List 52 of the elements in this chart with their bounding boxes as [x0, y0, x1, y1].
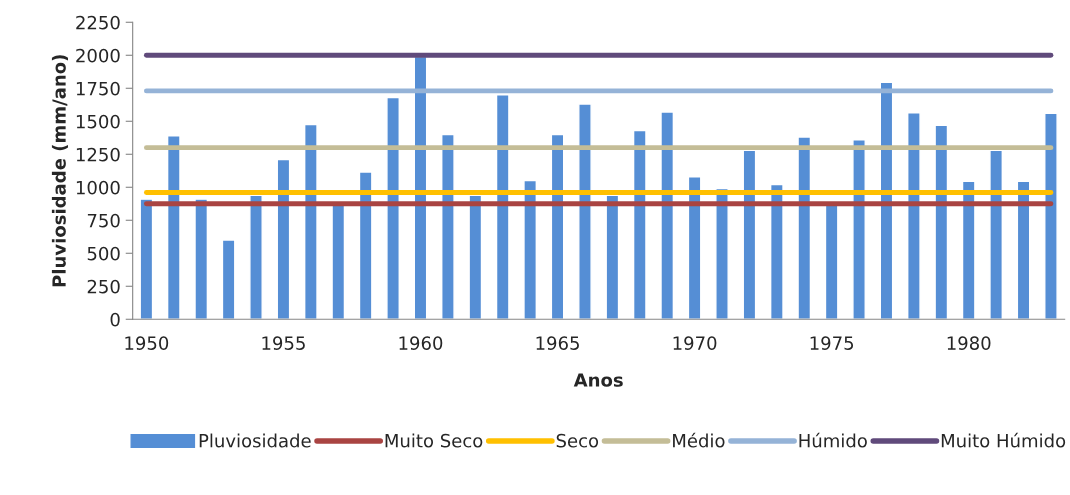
bar	[961, 180, 976, 320]
bar	[852, 139, 866, 320]
y-axis-title: Pluviosidade (mm/ano)	[51, 55, 68, 287]
y-tick-label: 1000	[76, 180, 120, 195]
y-tick-label: 750	[87, 213, 120, 228]
bar	[386, 96, 400, 320]
bar	[824, 203, 839, 320]
x-tick-label: 1965	[536, 336, 579, 350]
y-tick-label: 2250	[76, 15, 120, 30]
bar	[632, 129, 647, 320]
y-tick-label: 1500	[76, 114, 120, 129]
legend-label: Seco	[556, 433, 599, 448]
x-tick-label: 1970	[673, 336, 717, 350]
bar	[194, 198, 209, 320]
bar	[907, 112, 921, 320]
y-tick-label: 2000	[76, 48, 120, 63]
bar	[468, 194, 483, 320]
y-tick-label: 1250	[76, 147, 120, 162]
x-tick-label: 1950	[125, 336, 169, 350]
legend-label: Muito Húmido	[941, 432, 1066, 448]
bar	[605, 194, 620, 320]
bar	[139, 198, 154, 320]
legend-label: Pluviosidade	[199, 433, 311, 448]
bar	[797, 136, 812, 320]
legend-label: Húmido	[799, 432, 867, 448]
bar	[249, 194, 263, 320]
x-tick-label: 1975	[810, 336, 854, 350]
bar	[166, 135, 181, 320]
bar	[1044, 112, 1058, 320]
bar	[303, 123, 318, 320]
bar	[495, 94, 510, 320]
bar	[769, 183, 784, 320]
bar	[578, 103, 592, 320]
bar	[715, 187, 729, 320]
legend-label: Médio	[673, 432, 725, 448]
bar	[989, 149, 1003, 320]
x-tick-label: 1980	[947, 336, 991, 350]
bar	[523, 179, 538, 320]
y-tick-label: 0	[110, 312, 120, 327]
x-axis-title: Anos	[573, 373, 623, 387]
bar	[441, 133, 455, 320]
y-tick-label: 250	[87, 279, 120, 294]
x-tick-label: 1955	[262, 336, 305, 350]
bar	[331, 203, 346, 320]
bar	[358, 171, 373, 320]
bar	[660, 111, 675, 320]
legend-label: Muito Seco	[385, 433, 483, 448]
y-tick-label: 500	[87, 246, 120, 261]
bar	[934, 124, 949, 320]
x-tick-label: 1960	[399, 336, 443, 350]
y-tick-label: 1750	[76, 81, 120, 96]
bar	[221, 239, 236, 320]
